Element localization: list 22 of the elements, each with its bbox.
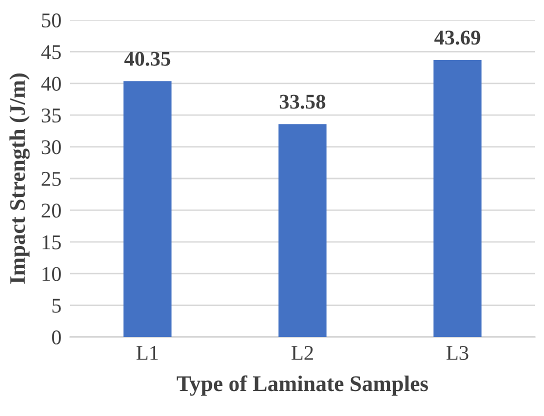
x-tick-label: L2	[292, 346, 313, 360]
x-tick-label: L3	[446, 346, 468, 360]
y-tick-label: 50	[42, 13, 61, 28]
x-tick-label: L1	[136, 346, 158, 360]
data-label: 33.58	[280, 94, 326, 109]
data-label: 43.69	[434, 30, 480, 45]
y-tick-label: 25	[42, 172, 61, 186]
y-tick-label: 30	[42, 140, 61, 154]
y-axis-title: Impact Strength (J/m)	[9, 74, 30, 284]
y-tick-label: 10	[42, 266, 61, 282]
y-tick-label: 5	[52, 298, 61, 313]
y-tick-label: 45	[41, 45, 61, 60]
x-axis-title: Type of Laminate Samples	[176, 375, 428, 396]
data-label: 40.35	[124, 52, 170, 66]
bar	[433, 60, 482, 337]
y-tick-label: 40	[41, 76, 61, 91]
y-tick-label: 15	[42, 235, 61, 250]
y-tick-label: 20	[42, 204, 61, 218]
bar	[278, 124, 327, 337]
y-tick-label: 0	[52, 330, 61, 344]
bar	[123, 81, 172, 337]
y-tick-label: 35	[42, 108, 61, 123]
